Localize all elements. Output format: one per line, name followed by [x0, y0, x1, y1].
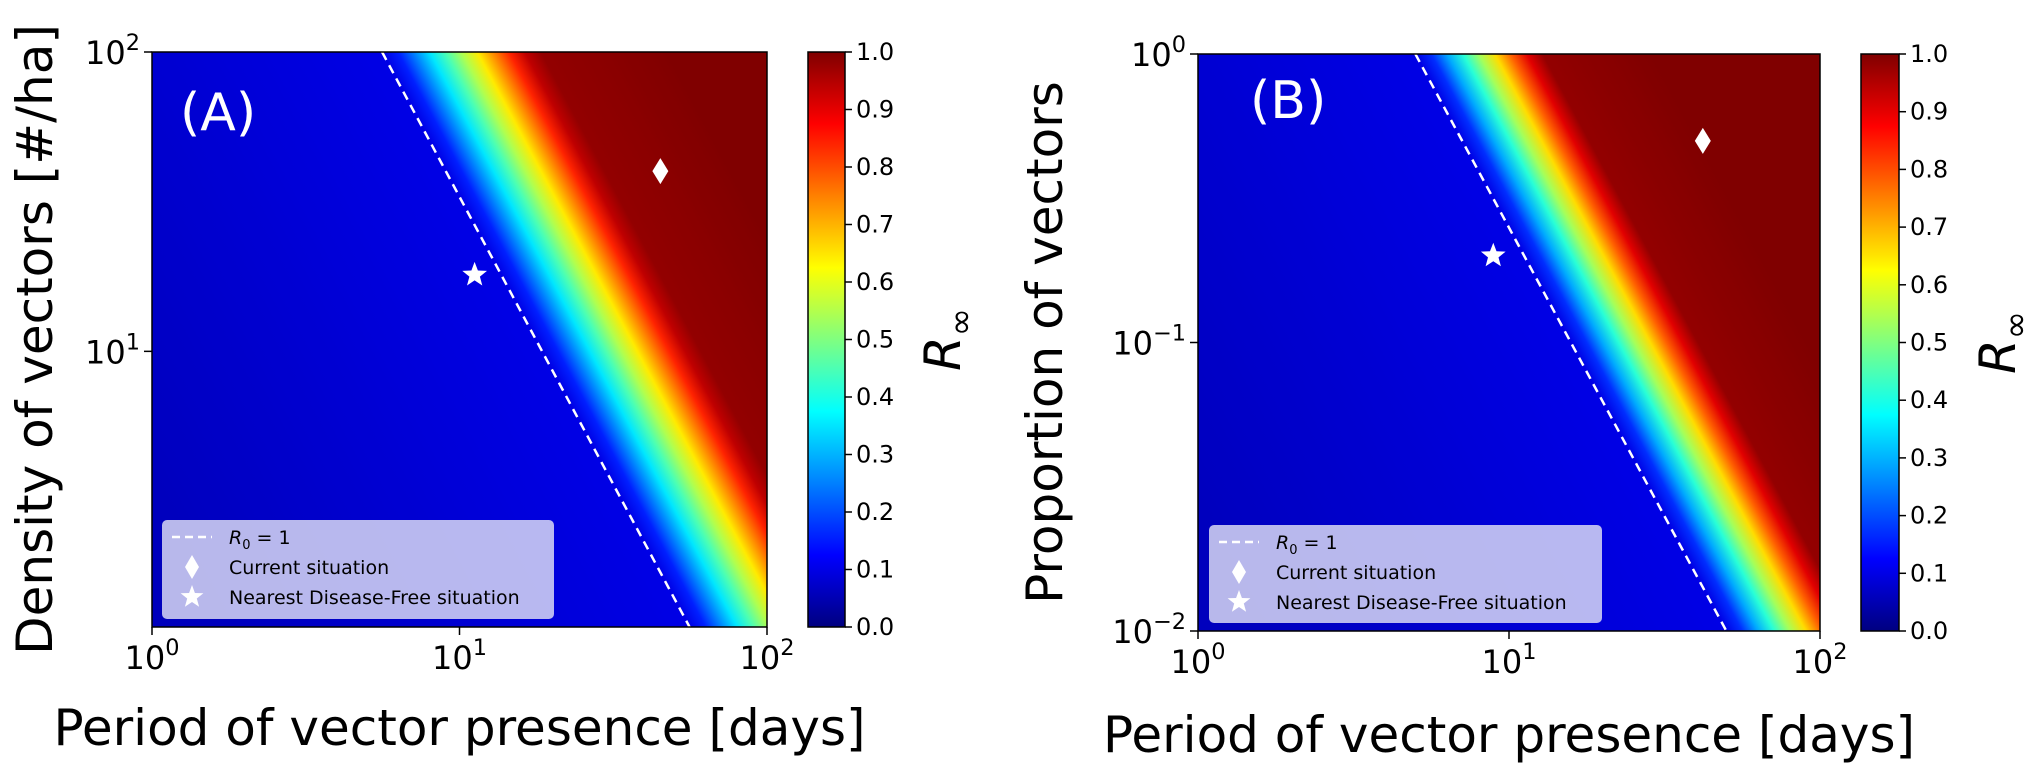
colorbar-tick-label: 0.0	[856, 613, 894, 641]
x-tick-label: 101	[1482, 639, 1537, 681]
chart-panel-a: (A) 100 101 102 101 102 Period of vector prese…	[6, 24, 981, 757]
colorbar-tick-label: 1.0	[1910, 40, 1948, 68]
x-axis-label: Period of vector presence [days]	[53, 699, 865, 757]
y-tick-label: 100	[1131, 32, 1186, 74]
y-tick-label: 10−2	[1112, 609, 1186, 651]
legend: R0 = 1 Current situation Nearest Disease-F…	[1209, 525, 1602, 623]
legend-label: R0 = 1	[1276, 532, 1338, 558]
colorbar-tick-label: 1.0	[856, 38, 894, 66]
colorbar-tick-label: 0.6	[856, 268, 894, 296]
colorbar: 0.0 0.1 0.2 0.3 0.4 0.5 0.6 0.7 0.8 0.9 1.0 R∞	[1860, 40, 2032, 645]
r0-line	[380, 52, 691, 627]
colorbar-tick-label: 0.7	[1910, 213, 1948, 241]
legend-label: Nearest Disease-Free situation	[229, 587, 520, 609]
current-situation-marker	[652, 158, 669, 185]
colorbar-tick-label: 0.5	[1910, 329, 1948, 357]
current-situation-marker	[1694, 127, 1711, 154]
legend-diamond-icon	[185, 555, 199, 579]
legend-diamond-icon	[1232, 560, 1246, 584]
y-tick-label: 10−1	[1112, 321, 1186, 363]
nearest-disease-free-marker	[1480, 242, 1506, 267]
nearest-disease-free-marker	[462, 261, 487, 286]
legend-star-icon	[180, 585, 204, 607]
colorbar-tick-label: 0.2	[856, 498, 894, 526]
colorbar-tick-label: 0.6	[1910, 271, 1948, 299]
colorbar-tick-label: 0.0	[1910, 617, 1948, 645]
legend-label: Current situation	[229, 557, 389, 579]
colorbar-tick-label: 0.8	[1910, 155, 1948, 183]
legend-box	[162, 520, 554, 619]
colorbar-tick-label: 0.7	[856, 211, 894, 239]
x-tick-label: 102	[740, 635, 795, 677]
legend-label: Nearest Disease-Free situation	[1276, 592, 1567, 614]
colorbar-tick-label: 0.1	[856, 556, 894, 584]
legend-label: R0 = 1	[229, 527, 291, 553]
y-tick-label: 102	[85, 30, 140, 72]
y-axis-label: Proportion of vectors	[1016, 81, 1074, 604]
colorbar-gradient	[807, 51, 846, 628]
legend-star-icon	[1227, 590, 1251, 612]
colorbar-tick-label: 0.9	[1910, 98, 1948, 126]
colorbar-label: R∞	[914, 308, 981, 371]
legend-box	[1209, 525, 1602, 623]
x-axis-label: Period of vector presence [days]	[1103, 706, 1915, 764]
colorbar-tick-label: 0.4	[856, 383, 894, 411]
chart-panel-b: (B) 100 101 102 10−2 10−1 100 Period of vector …	[1016, 32, 2032, 764]
colorbar-tick-label: 0.1	[1910, 559, 1948, 587]
colorbar-tick-label: 0.5	[856, 326, 894, 354]
panel-label: (B)	[1250, 71, 1326, 131]
y-axis-label: Density of vectors [#/ha]	[6, 24, 64, 655]
x-tick-label: 100	[125, 635, 180, 677]
y-tick-label: 101	[85, 329, 140, 371]
colorbar-tick-label: 0.9	[856, 96, 894, 124]
colorbar-label: R∞	[1969, 311, 2032, 374]
legend-label: Current situation	[1276, 562, 1436, 584]
x-tick-label: 101	[432, 635, 487, 677]
legend: R0 = 1 Current situation Nearest Disease-F…	[162, 520, 554, 619]
colorbar-tick-label: 0.3	[856, 441, 894, 469]
colorbar-tick-label: 0.2	[1910, 502, 1948, 530]
x-tick-label: 102	[1793, 639, 1848, 681]
panel-label: (A)	[180, 83, 256, 143]
colorbar-tick-label: 0.4	[1910, 386, 1948, 414]
x-tick-label: 100	[1171, 639, 1226, 681]
colorbar-tick-label: 0.3	[1910, 444, 1948, 472]
colorbar-gradient	[1860, 53, 1900, 632]
colorbar: 0.0 0.1 0.2 0.3 0.4 0.5 0.6 0.7 0.8 0.9 1.0 R∞	[807, 38, 981, 641]
colorbar-tick-label: 0.8	[856, 153, 894, 181]
r0-line	[1414, 54, 1728, 631]
